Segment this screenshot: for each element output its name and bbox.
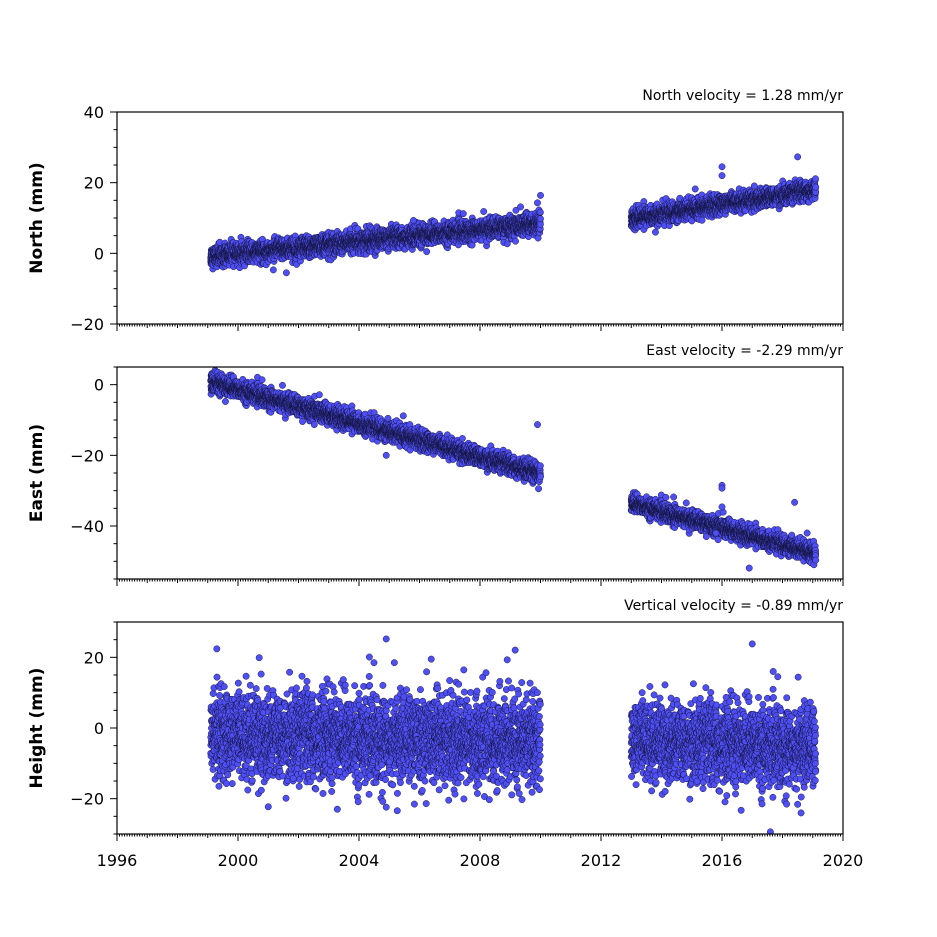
data-point xyxy=(750,182,758,190)
data-point xyxy=(269,266,277,274)
data-point xyxy=(537,215,544,223)
data-point xyxy=(512,237,519,245)
data-point xyxy=(480,208,488,215)
data-point xyxy=(459,210,467,218)
data-point xyxy=(698,216,706,224)
data-point xyxy=(536,208,544,216)
data-point xyxy=(423,248,431,256)
data-points xyxy=(207,153,820,277)
data-point xyxy=(517,203,524,211)
data-point xyxy=(691,185,699,193)
